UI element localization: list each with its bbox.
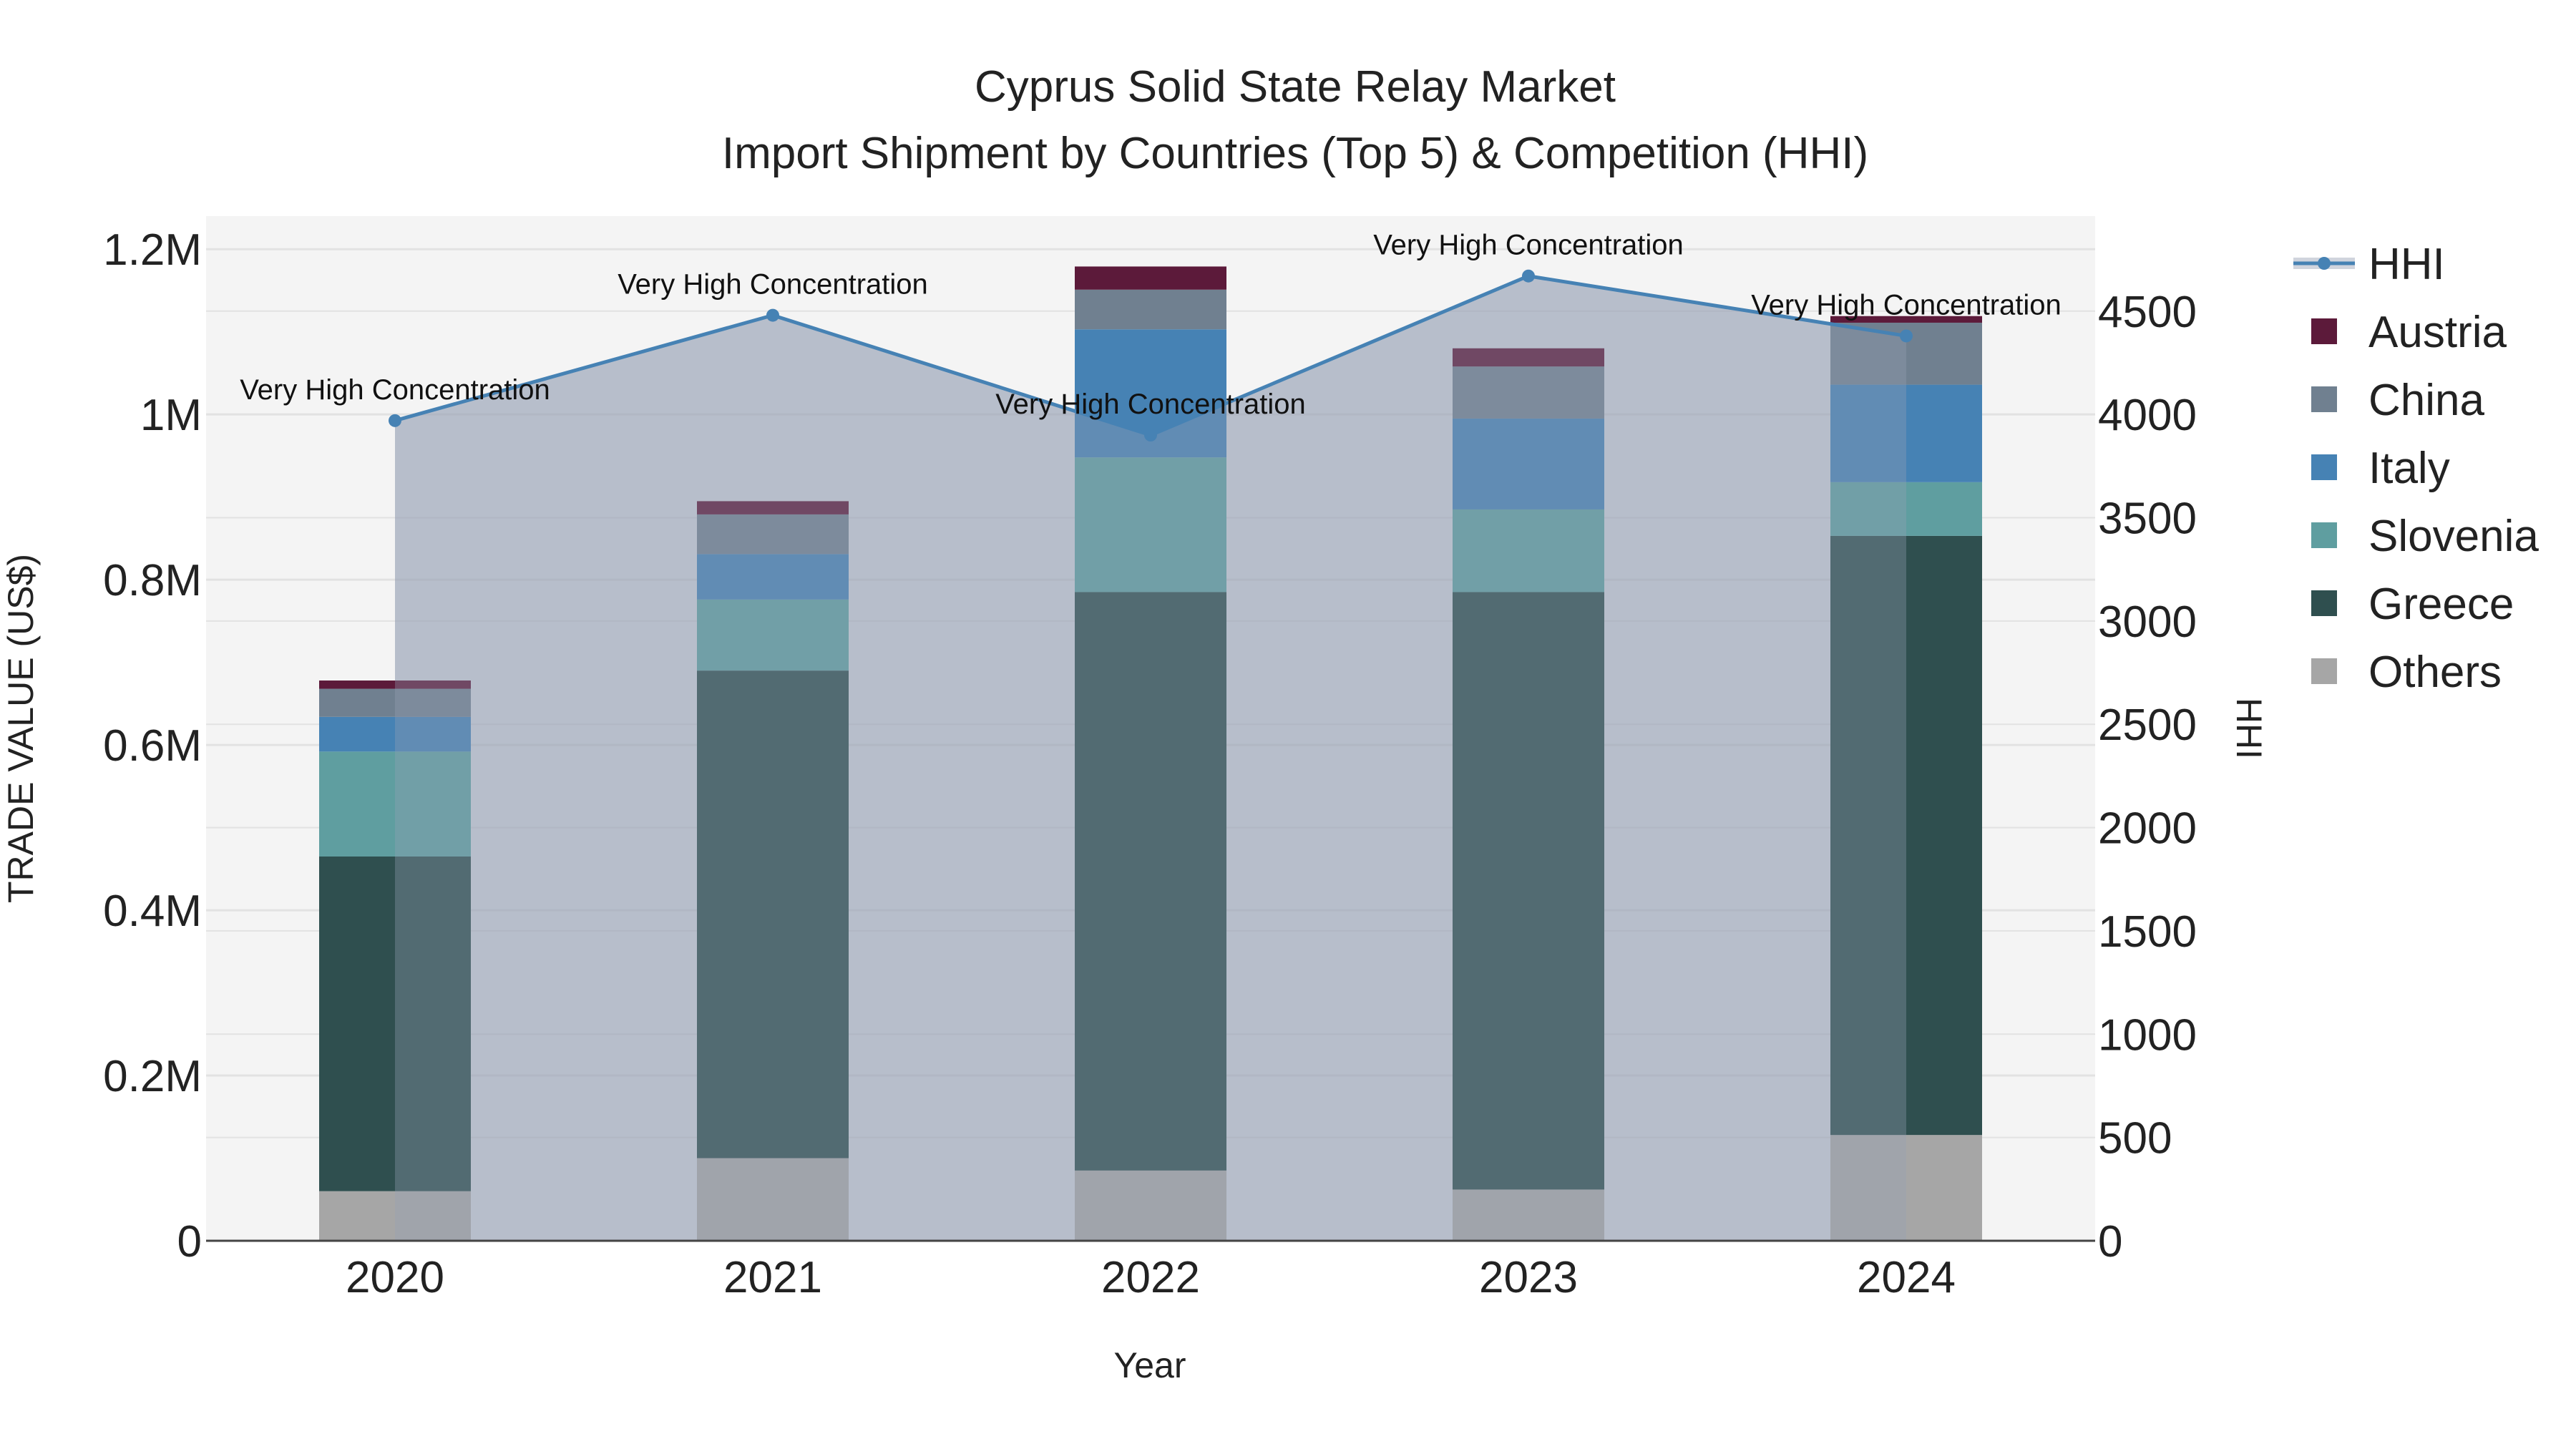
x-tick-label: 2023 bbox=[1479, 1253, 1578, 1302]
hhi-area-overlay bbox=[395, 275, 1906, 1241]
x-axis-label: Year bbox=[1113, 1345, 1186, 1385]
hhi-point-2020 bbox=[389, 414, 401, 427]
hhi-annotation-2020: Very High Concentration bbox=[240, 374, 550, 406]
bar-greece-2022 bbox=[1075, 592, 1226, 1171]
x-tick-label: 2021 bbox=[723, 1253, 822, 1302]
hhi-annotation-2021: Very High Concentration bbox=[618, 269, 928, 301]
bar-others-2020 bbox=[319, 1191, 471, 1241]
y-tick-label: 0 bbox=[177, 1217, 202, 1267]
legend-label-hhi: HHI bbox=[2368, 240, 2445, 289]
bar-slovenia-2022 bbox=[1075, 457, 1226, 592]
y2-axis-ticks: 0 500 1000 1500 2000 2500 3000 3500 4000 4500 bbox=[2098, 288, 2197, 1267]
y2-tick-label: 4500 bbox=[2098, 288, 2197, 337]
bar-others-2022 bbox=[1075, 1170, 1226, 1241]
y2-tick-label: 2000 bbox=[2098, 804, 2197, 854]
y2-tick-label: 3500 bbox=[2098, 494, 2197, 544]
x-tick-label: 2024 bbox=[1857, 1253, 1956, 1302]
y-tick-label: 1.2M bbox=[103, 225, 202, 275]
legend-label-italy: Italy bbox=[2368, 444, 2450, 493]
y-axis-ticks: 0 0.2M 0.4M 0.6M 0.8M 1M 1.2M bbox=[103, 225, 202, 1267]
bar-slovenia-2023 bbox=[1453, 509, 1604, 592]
bar-others-2024 bbox=[1830, 1135, 1982, 1241]
hhi-point-2024 bbox=[1900, 329, 1913, 343]
y2-tick-label: 3000 bbox=[2098, 597, 2197, 647]
bar-slovenia-2024 bbox=[1830, 482, 1982, 536]
legend-label-austria: Austria bbox=[2368, 308, 2507, 357]
bar-italy-2021 bbox=[697, 554, 849, 600]
y2-axis-label: HHI bbox=[2229, 698, 2269, 759]
chart-title: Cyprus Solid State Relay Market bbox=[975, 62, 1616, 112]
hhi-point-2022 bbox=[1144, 429, 1157, 442]
bar-china-2023 bbox=[1453, 366, 1604, 419]
bar-austria-2020 bbox=[319, 680, 471, 689]
bar-china-2021 bbox=[697, 514, 849, 555]
legend-swatch-slovenia bbox=[2311, 522, 2337, 548]
legend-swatch-italy bbox=[2311, 454, 2337, 480]
bars bbox=[319, 266, 1982, 1241]
y2-tick-label: 500 bbox=[2098, 1114, 2172, 1163]
legend-label-greece: Greece bbox=[2368, 580, 2514, 629]
legend-label-china: China bbox=[2368, 376, 2485, 425]
bar-austria-2023 bbox=[1453, 348, 1604, 367]
y-tick-label: 0.2M bbox=[103, 1052, 202, 1101]
y-tick-label: 0.8M bbox=[103, 556, 202, 605]
legend-label-others: Others bbox=[2368, 648, 2502, 697]
legend-swatch-greece bbox=[2311, 590, 2337, 616]
bar-austria-2022 bbox=[1075, 266, 1226, 290]
y2-tick-label: 2500 bbox=[2098, 701, 2197, 750]
hhi-annotation-2024: Very High Concentration bbox=[1751, 289, 2062, 321]
legend-swatch-austria bbox=[2311, 318, 2337, 344]
bar-others-2023 bbox=[1453, 1189, 1604, 1241]
y2-tick-label: 1000 bbox=[2098, 1010, 2197, 1060]
bar-greece-2021 bbox=[697, 670, 849, 1158]
x-tick-label: 2020 bbox=[346, 1253, 444, 1302]
hhi-annotation-2023: Very High Concentration bbox=[1373, 230, 1684, 261]
y-tick-label: 1M bbox=[140, 391, 202, 440]
bar-slovenia-2021 bbox=[697, 599, 849, 671]
bar-greece-2024 bbox=[1830, 535, 1982, 1136]
x-axis-ticks: 2020 2021 2022 2023 2024 bbox=[346, 1253, 1956, 1302]
bar-austria-2024 bbox=[1830, 316, 1982, 323]
hhi-point-2021 bbox=[766, 308, 779, 322]
legend-label-slovenia: Slovenia bbox=[2368, 512, 2539, 561]
bar-italy-2020 bbox=[319, 716, 471, 752]
legend-swatch-china bbox=[2311, 386, 2337, 412]
hhi-annotation-2022: Very High Concentration bbox=[995, 389, 1306, 420]
legend-hhi-marker bbox=[2318, 257, 2331, 270]
annotations: Very High Concentration Very High Concent… bbox=[240, 230, 2062, 420]
bar-others-2021 bbox=[697, 1158, 849, 1241]
bar-china-2022 bbox=[1075, 289, 1226, 330]
legend: HHI Austria China Italy Slovenia Greece Others bbox=[2293, 240, 2539, 697]
y2-tick-label: 1500 bbox=[2098, 907, 2197, 957]
legend-swatch-others bbox=[2311, 658, 2337, 684]
bar-austria-2021 bbox=[697, 501, 849, 514]
bar-greece-2020 bbox=[319, 857, 471, 1191]
hhi-point-2023 bbox=[1522, 269, 1535, 283]
bar-greece-2023 bbox=[1453, 592, 1604, 1190]
y-tick-label: 0.6M bbox=[103, 721, 202, 771]
chart-subtitle: Import Shipment by Countries (Top 5) & C… bbox=[722, 129, 1868, 178]
y-axis-label: TRADE VALUE (US$) bbox=[1, 554, 41, 903]
bar-slovenia-2020 bbox=[319, 751, 471, 857]
y-tick-label: 0.4M bbox=[103, 887, 202, 936]
x-tick-label: 2022 bbox=[1101, 1253, 1200, 1302]
y2-tick-label: 0 bbox=[2098, 1217, 2122, 1267]
bar-italy-2024 bbox=[1830, 384, 1982, 482]
bar-italy-2023 bbox=[1453, 418, 1604, 509]
hhi-line-group bbox=[389, 269, 1913, 442]
bar-china-2020 bbox=[319, 688, 471, 717]
y2-tick-label: 4000 bbox=[2098, 391, 2197, 440]
